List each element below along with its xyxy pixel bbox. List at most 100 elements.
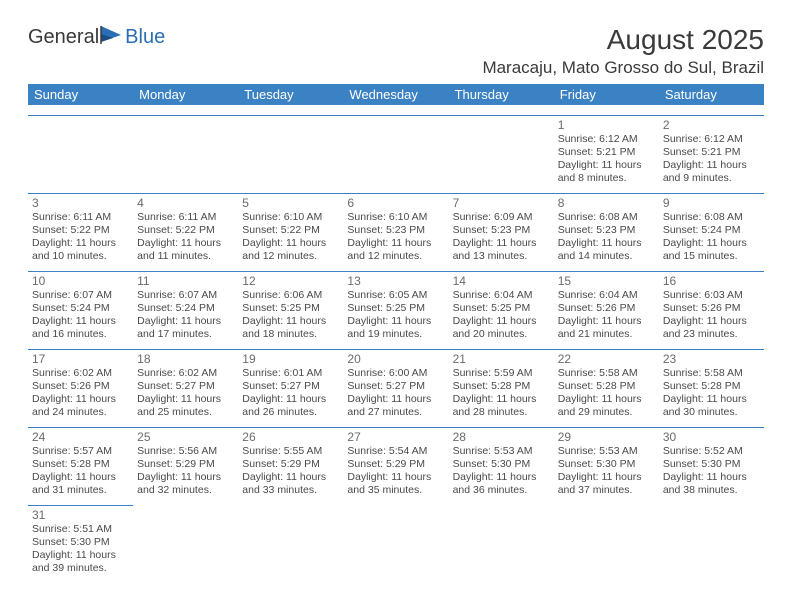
cell-sunset: Sunset: 5:28 PM: [453, 380, 550, 393]
cell-sunset: Sunset: 5:28 PM: [558, 380, 655, 393]
cell-day1: Daylight: 11 hours: [558, 237, 655, 250]
cell-sunset: Sunset: 5:30 PM: [32, 536, 129, 549]
calendar-cell-empty: [659, 505, 764, 583]
cell-sunset: Sunset: 5:29 PM: [137, 458, 234, 471]
cell-day1: Daylight: 11 hours: [347, 315, 444, 328]
cell-sunrise: Sunrise: 5:58 AM: [663, 367, 760, 380]
cell-sunset: Sunset: 5:30 PM: [663, 458, 760, 471]
cell-sunset: Sunset: 5:21 PM: [558, 146, 655, 159]
cell-sunrise: Sunrise: 5:58 AM: [558, 367, 655, 380]
calendar-cell: 9Sunrise: 6:08 AMSunset: 5:24 PMDaylight…: [659, 193, 764, 271]
calendar-cell-empty: [343, 115, 448, 193]
day-number: 24: [32, 430, 129, 444]
calendar-cell-empty: [238, 115, 343, 193]
day-number: 19: [242, 352, 339, 366]
calendar-row: 3Sunrise: 6:11 AMSunset: 5:22 PMDaylight…: [28, 193, 764, 271]
cell-sunrise: Sunrise: 6:05 AM: [347, 289, 444, 302]
day-number: 21: [453, 352, 550, 366]
calendar-cell: 21Sunrise: 5:59 AMSunset: 5:28 PMDayligh…: [449, 349, 554, 427]
calendar-cell: 27Sunrise: 5:54 AMSunset: 5:29 PMDayligh…: [343, 427, 448, 505]
cell-sunset: Sunset: 5:24 PM: [663, 224, 760, 237]
cell-sunrise: Sunrise: 5:53 AM: [558, 445, 655, 458]
brand-part2: Blue: [125, 26, 165, 49]
weekday-header: Tuesday: [238, 84, 343, 105]
cell-day2: and 38 minutes.: [663, 484, 760, 497]
day-number: 13: [347, 274, 444, 288]
cell-day2: and 28 minutes.: [453, 406, 550, 419]
cell-day1: Daylight: 11 hours: [242, 315, 339, 328]
cell-sunset: Sunset: 5:30 PM: [558, 458, 655, 471]
cell-sunset: Sunset: 5:22 PM: [242, 224, 339, 237]
cell-day1: Daylight: 11 hours: [663, 471, 760, 484]
cell-day2: and 29 minutes.: [558, 406, 655, 419]
day-number: 8: [558, 196, 655, 210]
day-number: 29: [558, 430, 655, 444]
calendar-cell-empty: [133, 505, 238, 583]
cell-day1: Daylight: 11 hours: [453, 471, 550, 484]
cell-day2: and 14 minutes.: [558, 250, 655, 263]
day-number: 5: [242, 196, 339, 210]
cell-sunset: Sunset: 5:25 PM: [453, 302, 550, 315]
cell-day1: Daylight: 11 hours: [347, 237, 444, 250]
header: General Blue August 2025: [28, 24, 764, 56]
cell-day2: and 30 minutes.: [663, 406, 760, 419]
cell-day2: and 27 minutes.: [347, 406, 444, 419]
cell-day2: and 18 minutes.: [242, 328, 339, 341]
cell-day1: Daylight: 11 hours: [32, 393, 129, 406]
cell-sunset: Sunset: 5:27 PM: [137, 380, 234, 393]
calendar-cell: 16Sunrise: 6:03 AMSunset: 5:26 PMDayligh…: [659, 271, 764, 349]
cell-day1: Daylight: 11 hours: [558, 315, 655, 328]
day-number: 2: [663, 118, 760, 132]
cell-day2: and 35 minutes.: [347, 484, 444, 497]
cell-day1: Daylight: 11 hours: [32, 471, 129, 484]
cell-day2: and 15 minutes.: [663, 250, 760, 263]
cell-day2: and 12 minutes.: [242, 250, 339, 263]
cell-sunset: Sunset: 5:22 PM: [137, 224, 234, 237]
cell-day1: Daylight: 11 hours: [663, 315, 760, 328]
cell-day1: Daylight: 11 hours: [453, 237, 550, 250]
calendar-row: 1Sunrise: 6:12 AMSunset: 5:21 PMDaylight…: [28, 115, 764, 193]
cell-sunrise: Sunrise: 5:51 AM: [32, 523, 129, 536]
calendar-cell-empty: [133, 115, 238, 193]
day-number: 14: [453, 274, 550, 288]
cell-sunrise: Sunrise: 6:10 AM: [242, 211, 339, 224]
cell-day2: and 16 minutes.: [32, 328, 129, 341]
calendar-cell-empty: [554, 505, 659, 583]
calendar-cell: 5Sunrise: 6:10 AMSunset: 5:22 PMDaylight…: [238, 193, 343, 271]
cell-sunset: Sunset: 5:23 PM: [558, 224, 655, 237]
day-number: 28: [453, 430, 550, 444]
cell-day1: Daylight: 11 hours: [137, 471, 234, 484]
calendar-cell: 8Sunrise: 6:08 AMSunset: 5:23 PMDaylight…: [554, 193, 659, 271]
calendar-cell: 4Sunrise: 6:11 AMSunset: 5:22 PMDaylight…: [133, 193, 238, 271]
cell-day1: Daylight: 11 hours: [137, 315, 234, 328]
day-number: 12: [242, 274, 339, 288]
weekday-header-row: SundayMondayTuesdayWednesdayThursdayFrid…: [28, 84, 764, 105]
cell-sunset: Sunset: 5:29 PM: [242, 458, 339, 471]
calendar-cell: 20Sunrise: 6:00 AMSunset: 5:27 PMDayligh…: [343, 349, 448, 427]
calendar-cell: 11Sunrise: 6:07 AMSunset: 5:24 PMDayligh…: [133, 271, 238, 349]
cell-day2: and 25 minutes.: [137, 406, 234, 419]
cell-day2: and 23 minutes.: [663, 328, 760, 341]
day-number: 1: [558, 118, 655, 132]
cell-day2: and 20 minutes.: [453, 328, 550, 341]
cell-sunset: Sunset: 5:23 PM: [453, 224, 550, 237]
calendar-cell: 14Sunrise: 6:04 AMSunset: 5:25 PMDayligh…: [449, 271, 554, 349]
cell-day1: Daylight: 11 hours: [137, 237, 234, 250]
cell-sunrise: Sunrise: 6:08 AM: [663, 211, 760, 224]
day-number: 23: [663, 352, 760, 366]
weekday-header: Monday: [133, 84, 238, 105]
calendar-row: 17Sunrise: 6:02 AMSunset: 5:26 PMDayligh…: [28, 349, 764, 427]
calendar-cell-empty: [449, 505, 554, 583]
cell-day1: Daylight: 11 hours: [453, 315, 550, 328]
page-title: August 2025: [607, 24, 764, 56]
cell-sunset: Sunset: 5:26 PM: [32, 380, 129, 393]
day-number: 6: [347, 196, 444, 210]
calendar-body: 1Sunrise: 6:12 AMSunset: 5:21 PMDaylight…: [28, 105, 764, 583]
cell-sunrise: Sunrise: 6:00 AM: [347, 367, 444, 380]
calendar-cell: 15Sunrise: 6:04 AMSunset: 5:26 PMDayligh…: [554, 271, 659, 349]
cell-sunrise: Sunrise: 6:01 AM: [242, 367, 339, 380]
cell-day2: and 36 minutes.: [453, 484, 550, 497]
cell-day2: and 26 minutes.: [242, 406, 339, 419]
cell-day2: and 11 minutes.: [137, 250, 234, 263]
cell-sunset: Sunset: 5:24 PM: [32, 302, 129, 315]
